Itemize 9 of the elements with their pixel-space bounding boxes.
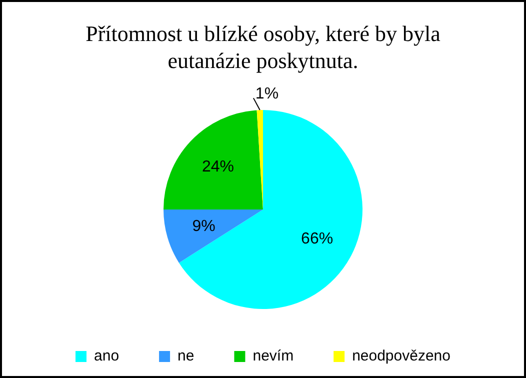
legend-label: nevím [252, 348, 294, 365]
legend-label: ne [178, 348, 194, 365]
data-label: 9% [192, 218, 216, 236]
legend-label: ano [94, 348, 120, 365]
data-label: 1% [255, 85, 279, 102]
chart-title: Přítomnost u blízké osoby, které by byla eutanázie poskytnuta. [84, 20, 442, 74]
data-label: 66% [301, 230, 334, 248]
legend-label: neodpovězeno [352, 348, 451, 365]
data-label: 24% [202, 158, 234, 176]
